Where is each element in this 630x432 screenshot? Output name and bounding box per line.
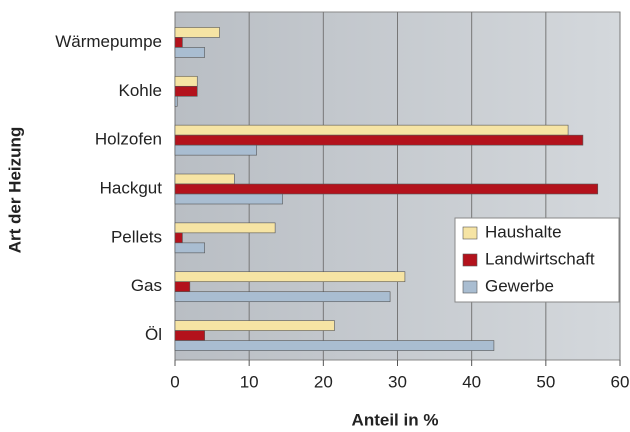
bar <box>174 85 198 97</box>
bar <box>174 144 257 156</box>
legend-label: Landwirtschaft <box>485 249 595 268</box>
x-tick-label: 50 <box>536 372 555 391</box>
y-axis-title: Art der Heizung <box>5 127 24 254</box>
y-tick-label: Kohle <box>119 81 162 100</box>
bar <box>174 222 276 234</box>
x-tick-label: 10 <box>240 372 259 391</box>
bar <box>174 271 406 283</box>
y-tick-label: Pellets <box>111 227 162 246</box>
bar <box>174 281 191 293</box>
legend-label: Gewerbe <box>485 276 554 295</box>
y-tick-label: Gas <box>131 276 162 295</box>
bar <box>174 291 391 303</box>
bar <box>174 75 198 87</box>
legend-box <box>454 217 620 303</box>
bar <box>174 183 599 195</box>
legend-swatch <box>462 253 478 267</box>
bar <box>174 37 183 48</box>
legend-swatch <box>462 226 478 240</box>
x-tick-label: 0 <box>170 372 179 391</box>
bar <box>174 134 584 146</box>
bar <box>174 95 178 107</box>
bar <box>174 47 205 58</box>
legend-label: Haushalte <box>485 222 562 241</box>
x-tick-label: 30 <box>388 372 407 391</box>
legend-swatch <box>462 280 478 294</box>
x-tick-label: 20 <box>314 372 333 391</box>
x-tick-label: 40 <box>462 372 481 391</box>
y-tick-label: Hackgut <box>100 178 163 197</box>
bar <box>174 340 495 351</box>
bar <box>174 232 183 244</box>
bar <box>174 173 235 185</box>
bar <box>174 27 220 38</box>
bar <box>174 193 283 205</box>
bar <box>174 242 205 254</box>
x-axis-title: Anteil in % <box>352 410 439 429</box>
y-tick-label: Wärmepumpe <box>55 32 162 51</box>
bar <box>174 320 335 331</box>
x-tick-label: 60 <box>611 372 630 391</box>
y-tick-label: Öl <box>145 325 162 344</box>
y-tick-label: Holzofen <box>95 130 162 149</box>
bar <box>174 124 569 136</box>
bar <box>174 330 205 341</box>
